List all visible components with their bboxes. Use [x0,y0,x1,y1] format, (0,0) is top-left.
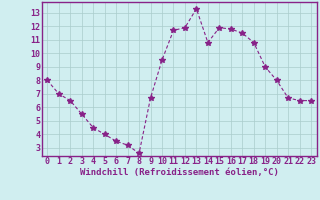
X-axis label: Windchill (Refroidissement éolien,°C): Windchill (Refroidissement éolien,°C) [80,168,279,177]
